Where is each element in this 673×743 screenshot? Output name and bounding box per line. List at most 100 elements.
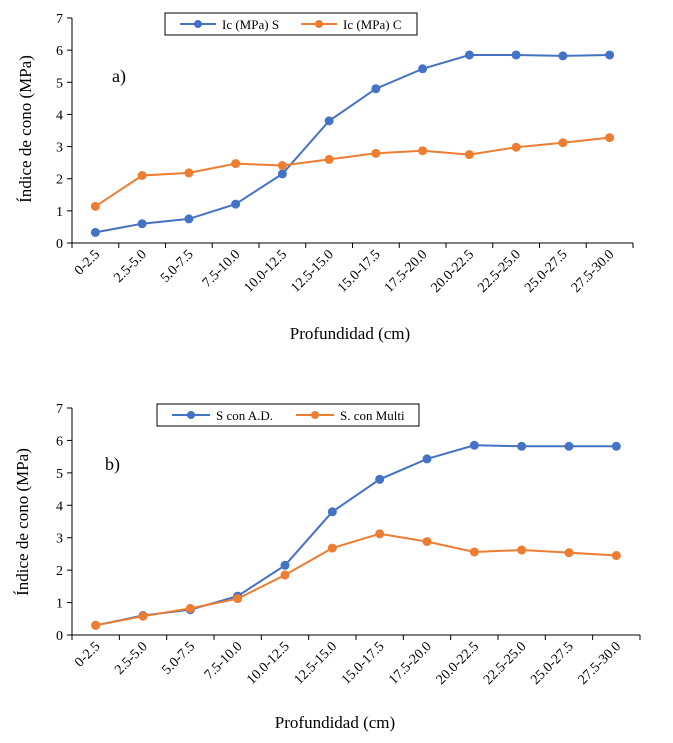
x-tick-label: 5.0-7.5 bbox=[160, 639, 199, 678]
y-tick-label: 4 bbox=[56, 108, 63, 123]
series-line-2 bbox=[95, 532, 617, 627]
series-2-point bbox=[138, 611, 148, 621]
x-ticks-b: 0-2.5 2.5-5.0 5.0-7.5 7.5-10.010.0-12.512.5… bbox=[71, 635, 641, 688]
series-1-point bbox=[418, 64, 428, 74]
x-tick-label: 22.5-25.0 bbox=[481, 639, 530, 688]
y-tick-label: 7 bbox=[56, 402, 63, 417]
x-tick-label: 25.0-27.5 bbox=[522, 247, 571, 296]
y-tick-label: 3 bbox=[56, 532, 63, 547]
y-axis-title: Índice de cono (MPa) bbox=[16, 55, 35, 203]
series-layer-b bbox=[91, 440, 621, 630]
series-1-point bbox=[511, 50, 521, 60]
legend-marker-1 bbox=[187, 411, 195, 419]
x-tick-label: 0-2.5 bbox=[72, 247, 103, 278]
series-2-point bbox=[231, 159, 241, 169]
series-1-point bbox=[90, 227, 100, 237]
x-tick-label: 20.0-22.5 bbox=[434, 639, 483, 688]
series-2-point bbox=[277, 161, 287, 171]
series-2-point bbox=[611, 551, 621, 561]
legend-label-1: Ic (MPa) S bbox=[222, 17, 279, 32]
x-tick-label: 10.0-12.5 bbox=[242, 247, 291, 296]
panel-label: a) bbox=[112, 66, 126, 87]
series-1-point bbox=[605, 50, 615, 60]
series-2-point bbox=[558, 138, 568, 148]
y-tick-label: 7 bbox=[56, 12, 63, 27]
series-line-2 bbox=[94, 136, 610, 208]
series-1-point bbox=[517, 441, 527, 451]
series-2-point bbox=[280, 570, 290, 580]
x-tick-label: 22.5-25.0 bbox=[475, 247, 524, 296]
chart-panel-a: 0 1 2 3 4 5 6 7 0-2.5 2.5-5.0 5.0-7.5 7.5-10.010.0… bbox=[16, 12, 634, 343]
series-2-point bbox=[469, 547, 479, 557]
series-2-point bbox=[371, 148, 381, 158]
x-tick-label: 7.5-10.0 bbox=[200, 247, 244, 291]
x-tick-label: 17.5-20.0 bbox=[382, 247, 431, 296]
legend-label-1: S con A.D. bbox=[216, 408, 273, 423]
legend-b: S con A.D. S. con Multi bbox=[156, 403, 420, 427]
legend-label-2: S. con Multi bbox=[340, 408, 405, 423]
y-ticks-a: 0 1 2 3 4 5 6 7 bbox=[56, 12, 72, 252]
x-tick-label: 27.5-30.0 bbox=[569, 247, 618, 296]
y-tick-label: 5 bbox=[56, 467, 63, 482]
x-tick-label: 2.5-5.0 bbox=[112, 639, 151, 678]
series-1-point bbox=[324, 116, 334, 126]
x-tick-label: 7.5-10.0 bbox=[202, 639, 246, 683]
y-tick-label: 6 bbox=[56, 434, 63, 449]
series-layer-a bbox=[90, 50, 615, 237]
x-tick-label: 27.5-30.0 bbox=[576, 639, 625, 688]
x-tick-label: 12.5-15.0 bbox=[292, 639, 341, 688]
y-tick-label: 0 bbox=[56, 629, 63, 644]
x-tick-label: 10.0-12.5 bbox=[244, 639, 293, 688]
series-1-point bbox=[184, 214, 194, 224]
series-1-point bbox=[558, 51, 568, 61]
x-tick-label: 5.0-7.5 bbox=[158, 247, 197, 286]
series-line-1 bbox=[95, 444, 617, 627]
series-line-1 bbox=[95, 54, 610, 234]
series-2-point bbox=[324, 154, 334, 164]
series-2-point bbox=[605, 133, 615, 143]
x-tick-label: 15.0-17.5 bbox=[335, 247, 384, 296]
legend-marker-2 bbox=[311, 411, 319, 419]
y-tick-label: 1 bbox=[56, 597, 63, 612]
legend-box bbox=[156, 403, 420, 427]
y-tick-label: 6 bbox=[56, 44, 63, 59]
x-tick-label: 0-2.5 bbox=[72, 639, 103, 670]
x-tick-label: 17.5-20.0 bbox=[386, 639, 435, 688]
legend-marker-1 bbox=[194, 20, 202, 28]
series-2-point bbox=[185, 603, 195, 613]
y-ticks-b: 0 1 2 3 4 5 6 7 bbox=[56, 402, 72, 644]
x-tick-label: 20.0-22.5 bbox=[429, 247, 478, 296]
series-1-point bbox=[564, 441, 574, 451]
series-2-point bbox=[90, 201, 100, 211]
series-1-point bbox=[280, 560, 290, 570]
panel-label: b) bbox=[105, 454, 120, 475]
series-1-point bbox=[422, 454, 432, 464]
series-2-point bbox=[327, 543, 337, 553]
series-2-point bbox=[517, 545, 527, 555]
x-axis-title: Profundidad (cm) bbox=[275, 713, 395, 732]
series-1-point bbox=[611, 441, 621, 451]
y-tick-label: 4 bbox=[56, 499, 63, 514]
series-1-point bbox=[469, 440, 479, 450]
y-axis-title: Índice de cono (MPa) bbox=[13, 448, 32, 596]
x-tick-label: 12.5-15.0 bbox=[288, 247, 337, 296]
legend-box bbox=[164, 12, 418, 36]
x-tick-label: 15.0-17.5 bbox=[339, 639, 388, 688]
series-2-point bbox=[464, 150, 474, 160]
series-2-point bbox=[137, 171, 147, 180]
series-1-point bbox=[277, 169, 287, 179]
series-2-point bbox=[511, 142, 521, 152]
series-2-point bbox=[564, 548, 574, 558]
axes-a bbox=[71, 18, 633, 244]
y-tick-label: 2 bbox=[56, 173, 63, 188]
series-2-point bbox=[418, 146, 428, 156]
x-tick-label: 2.5-5.0 bbox=[111, 247, 150, 286]
series-2-point bbox=[184, 168, 194, 178]
x-ticks-a: 0-2.5 2.5-5.0 5.0-7.5 7.5-10.010.0-12.512.5… bbox=[71, 243, 634, 296]
y-tick-label: 3 bbox=[56, 141, 63, 156]
axes-b bbox=[71, 408, 640, 636]
series-1-point bbox=[464, 50, 474, 60]
x-axis-title: Profundidad (cm) bbox=[290, 324, 410, 343]
series-2-point bbox=[375, 529, 385, 539]
